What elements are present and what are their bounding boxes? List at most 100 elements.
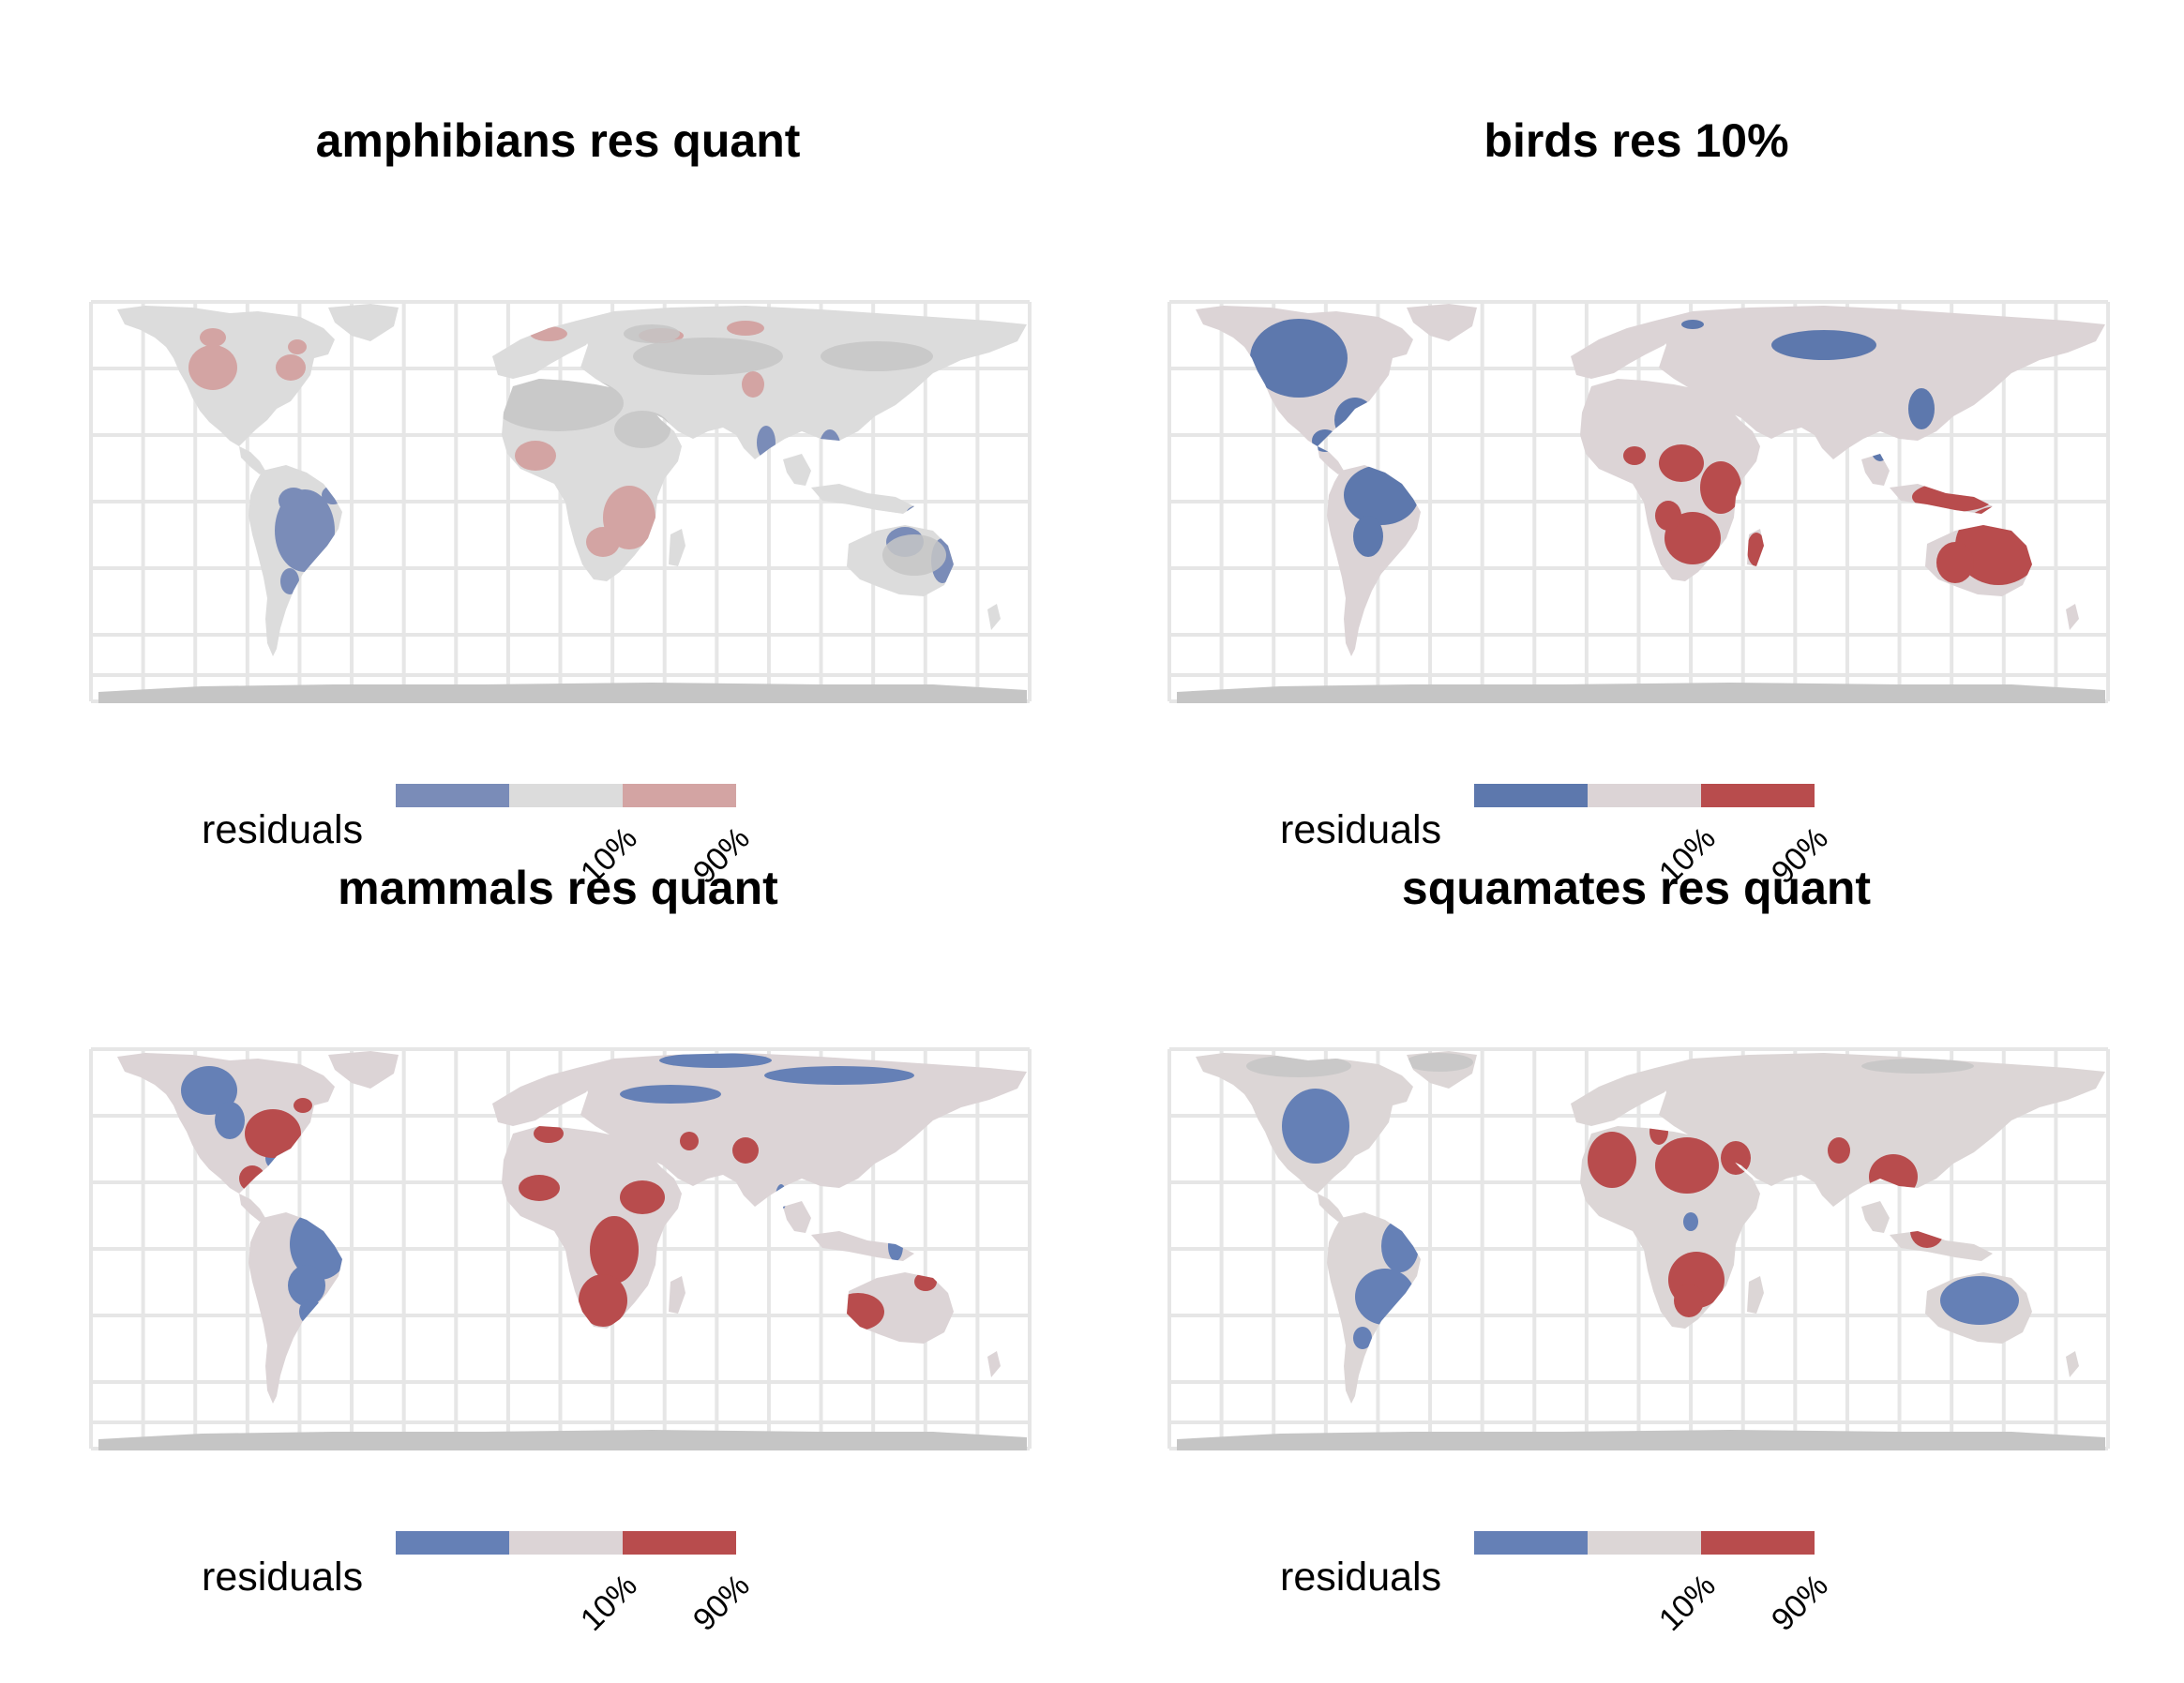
panel-birds: birds res 10% residuals 10% 90% [1078, 98, 2147, 891]
land-asia [1655, 1053, 2105, 1207]
panel-title: birds res 10% [1484, 114, 1789, 167]
land-centralAmerica [239, 446, 265, 474]
residual-patch-none [1406, 1053, 1473, 1072]
legend-colorbar [396, 1531, 736, 1555]
land-greenland [328, 1051, 399, 1089]
legend-tick-90: 90% [685, 1568, 757, 1638]
legend-colorbar [1474, 1531, 1815, 1555]
panel-amphibians: amphibians res quant residuals 10% 90% [0, 98, 1069, 891]
legend-swatch-low [1474, 1531, 1588, 1555]
panel-title: mammals res quant [338, 862, 778, 914]
residual-layer [1246, 1053, 2019, 1349]
residual-patch-high [515, 441, 556, 471]
residual-patch-low [1344, 465, 1419, 525]
legend-swatch-mid [1588, 1531, 1701, 1555]
residual-patch-high [294, 1098, 312, 1113]
residual-patch-high [288, 339, 307, 354]
residual-patch-low [215, 1102, 245, 1139]
residual-patch-low [1282, 1089, 1349, 1164]
land-seAsia [1861, 454, 1890, 486]
residual-patch-high [1664, 512, 1721, 564]
residual-patch-low [776, 1184, 787, 1210]
residual-patch-high [239, 1165, 265, 1192]
land-indonesia [1890, 1231, 1993, 1261]
residual-patch-low [181, 1066, 237, 1115]
land-centralAmerica [1318, 1194, 1344, 1222]
residual-patch-high [1588, 1132, 1636, 1188]
land-indonesia [811, 484, 914, 514]
residual-patch-none [1246, 1055, 1351, 1077]
world-map [89, 300, 1032, 703]
residual-patch-high [1936, 542, 1974, 583]
residual-patch-high [620, 1180, 665, 1214]
panel-mammals: mammals res quant residuals 10% 90% [0, 846, 1069, 1638]
panel-squamates: squamates res quant residuals 10% 90% [1078, 846, 2147, 1638]
residual-patch-low [757, 426, 776, 459]
residual-patch-high [530, 326, 567, 341]
residual-patch-high [1623, 446, 1646, 465]
legend-swatch-high [1701, 784, 1815, 807]
land-europe [1571, 321, 1674, 379]
legend-swatch-mid [509, 1531, 623, 1555]
residual-patch-low [1250, 319, 1348, 398]
legend-tick-10: 10% [573, 1568, 644, 1638]
world-map-svg [1167, 300, 2110, 703]
legend-swatch-low [1474, 784, 1588, 807]
residual-patch-high [579, 1274, 627, 1327]
land-newZealand [2066, 604, 2079, 630]
legend-title: residuals [202, 1555, 364, 1600]
land-seAsia [1861, 1201, 1890, 1233]
residual-patch-high [742, 371, 764, 398]
residual-patch-low [288, 1265, 325, 1306]
panel-title: amphibians res quant [315, 114, 801, 167]
legend-title: residuals [1280, 807, 1442, 852]
residual-patch-high [590, 1216, 639, 1284]
land-madagascar [1747, 1276, 1764, 1314]
residual-patch-low [1683, 1212, 1698, 1231]
land-madagascar [669, 1276, 685, 1314]
land-seAsia [783, 454, 811, 486]
legend-swatch-low [396, 1531, 509, 1555]
residual-patch-none [821, 341, 933, 371]
residual-patch-low [1353, 1327, 1372, 1349]
land-centralAmerica [1318, 446, 1344, 474]
land-newZealand [2066, 1351, 2079, 1377]
land-greenland [328, 304, 399, 341]
residual-patch-high [1828, 1137, 1850, 1164]
land-europe [492, 321, 595, 379]
residual-patch-low [331, 403, 350, 418]
land-antarctica [1177, 683, 2105, 703]
land-antarctica [1177, 1430, 2105, 1450]
residual-patch-low [1771, 330, 1876, 360]
residual-patch-high [1910, 1214, 1944, 1248]
land-seAsia [783, 1201, 811, 1233]
legend-colorbar [396, 784, 736, 807]
residual-patch-high [519, 1175, 560, 1201]
residual-patch-low [1381, 1220, 1419, 1272]
legend-swatch-mid [509, 784, 623, 807]
residual-patch-high [188, 345, 237, 390]
world-map [1167, 1047, 2110, 1450]
residual-patch-high [727, 321, 764, 336]
residual-patch-high [1700, 461, 1741, 514]
land-antarctica [98, 1430, 1027, 1450]
land-greenland [1407, 304, 1477, 341]
legend-swatch-high [623, 1531, 736, 1555]
land-europe [492, 1068, 595, 1126]
residual-patch-high [1674, 1284, 1704, 1317]
legend-swatch-high [1701, 1531, 1815, 1555]
residual-patch-high [1747, 533, 1766, 566]
residual-patch-high [1655, 1137, 1719, 1194]
world-map-svg [89, 300, 1032, 703]
residual-patch-high [832, 1293, 884, 1330]
legend-swatch-low [396, 784, 509, 807]
land-newZealand [987, 604, 1001, 630]
land-madagascar [669, 529, 685, 566]
legend-swatch-mid [1588, 784, 1701, 807]
residual-patch-high [680, 1132, 699, 1150]
legend-tick-10: 10% [1651, 1568, 1723, 1638]
residual-patch-high [586, 527, 620, 557]
residual-patch-none [614, 411, 670, 448]
residual-patch-high [732, 1137, 759, 1164]
land-europe [1571, 1068, 1674, 1126]
